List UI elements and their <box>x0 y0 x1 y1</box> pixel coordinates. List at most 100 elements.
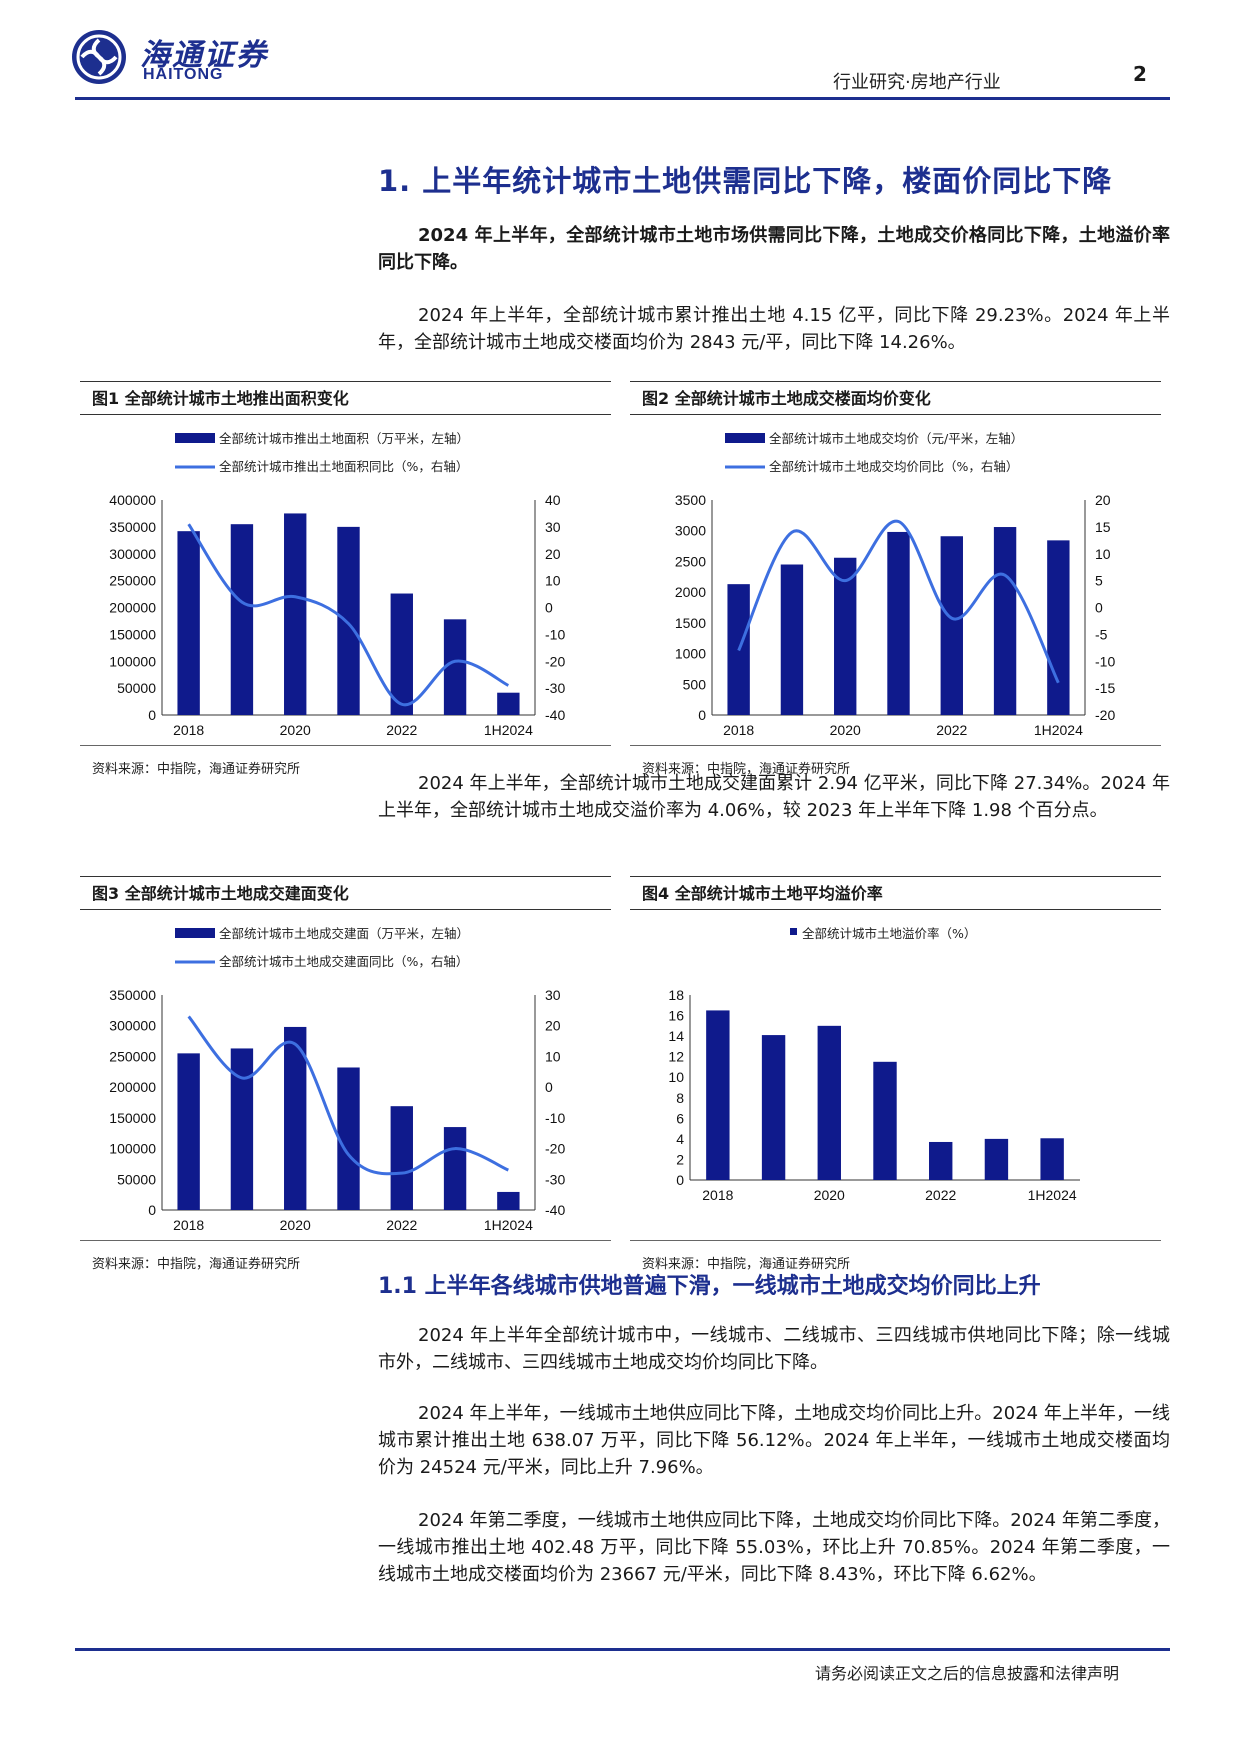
figure-1-title: 图1 全部统计城市土地推出面积变化 <box>80 381 611 415</box>
y-left-tick-label: 3500 <box>675 492 706 508</box>
y-right-tick-label: -40 <box>545 1202 565 1218</box>
y-left-tick-label: 400000 <box>109 492 156 508</box>
x-tick-label: 2022 <box>386 722 417 738</box>
section-1-1-para-2: 2024 年上半年，一线城市土地供应同比下降，土地成交均价同比上升。2024 年… <box>378 1403 1170 1478</box>
legend-bar-swatch <box>725 433 765 443</box>
y-left-tick-label: 14 <box>668 1028 684 1044</box>
bar <box>940 536 963 715</box>
bar <box>390 593 413 715</box>
section-1-1-para-1: 2024 年上半年全部统计城市中，一线城市、二线城市、三四线城市供地同比下降；除… <box>378 1325 1170 1373</box>
bar <box>497 692 520 715</box>
figure-4: 图4 全部统计城市土地平均溢价率 0 2 4 6 8 10 12 14 16 18 2018 2020… <box>630 876 1161 1272</box>
y-right-tick-label: 0 <box>545 600 553 616</box>
section-1-summary: 2024 年上半年，全部统计城市土地市场供需同比下降，土地成交价格同比下降，土地… <box>378 225 1170 273</box>
bar <box>761 1035 786 1180</box>
legend-bar-swatch <box>175 433 215 443</box>
bar <box>1040 1138 1064 1180</box>
y-right-tick-label: -20 <box>545 653 565 669</box>
bar <box>337 1067 360 1210</box>
x-tick-label: 2020 <box>280 722 311 738</box>
y-right-tick-label: 0 <box>1095 600 1103 616</box>
logo-text-cn: 海通证券 <box>140 38 268 73</box>
legend-bar-swatch <box>790 928 797 935</box>
y-left-tick-label: 1500 <box>675 615 706 631</box>
y-left-tick-label: 250000 <box>109 1048 156 1064</box>
figure-4-title: 图4 全部统计城市土地平均溢价率 <box>630 876 1161 910</box>
bar <box>497 1191 520 1210</box>
y-left-tick-label: 10 <box>668 1069 684 1085</box>
figure-1: 图1 全部统计城市土地推出面积变化 0 50000 100000 150000 2000… <box>80 381 611 777</box>
y-left-tick-label: 0 <box>148 1202 156 1218</box>
x-tick-label: 2018 <box>723 722 754 738</box>
footer-disclaimer: 请务必阅读正文之后的信息披露和法律声明 <box>815 1664 1120 1683</box>
y-left-tick-label: 12 <box>668 1049 684 1065</box>
legend-label: 全部统计城市土地成交均价同比（%，右轴） <box>769 459 1018 474</box>
figure-2-title: 图2 全部统计城市土地成交楼面均价变化 <box>630 381 1161 415</box>
bar <box>443 619 467 715</box>
section-1-heading: 1. 上半年统计城市土地供需同比下降，楼面价同比下降 <box>378 164 1113 198</box>
x-tick-label: 2020 <box>814 1187 845 1203</box>
header-section-label: 行业研究·房地产行业 <box>833 72 1001 93</box>
y-left-tick-label: 250000 <box>109 573 156 589</box>
bar <box>993 527 1017 715</box>
y-left-tick-label: 350000 <box>109 987 156 1003</box>
bar <box>337 526 360 715</box>
legend-label: 全部统计城市土地成交均价（元/平米，左轴） <box>769 431 1023 446</box>
y-left-tick-label: 200000 <box>109 600 156 616</box>
x-tick-label: 2018 <box>702 1187 733 1203</box>
x-tick-label: 1H2024 <box>1028 1187 1077 1203</box>
y-left-tick-label: 200000 <box>109 1079 156 1095</box>
bar <box>1047 540 1070 715</box>
section-1-para-1: 2024 年上半年，全部统计城市累计推出土地 4.15 亿平，同比下降 29.2… <box>378 305 1170 353</box>
y-right-tick-label: -10 <box>545 626 565 642</box>
bar <box>177 1053 200 1210</box>
y-right-tick-label: 30 <box>545 987 561 1003</box>
y-left-tick-label: 0 <box>676 1172 684 1188</box>
section-1-para-2: 2024 年上半年，全部统计城市土地成交建面累计 2.94 亿平米，同比下降 2… <box>378 773 1170 821</box>
y-right-tick-label: 20 <box>1095 492 1111 508</box>
bar <box>817 1025 841 1180</box>
y-right-tick-label: 10 <box>1095 546 1111 562</box>
page-number: 2 <box>1133 62 1147 86</box>
figure-2: 图2 全部统计城市土地成交楼面均价变化 0 500 1000 1500 2000 2500… <box>630 381 1161 777</box>
x-tick-label: 2018 <box>173 722 204 738</box>
y-left-tick-label: 3000 <box>675 523 706 539</box>
figure-3-chart: 0 50000 100000 150000 200000 250000 300000 3500… <box>80 910 611 1241</box>
haitong-logo-icon <box>72 30 126 84</box>
y-left-tick-label: 2 <box>676 1151 684 1167</box>
y-left-tick-label: 0 <box>148 707 156 723</box>
y-left-tick-label: 2000 <box>675 584 706 600</box>
y-right-tick-label: 20 <box>545 546 561 562</box>
y-right-tick-label: -5 <box>1095 626 1108 642</box>
x-tick-label: 2022 <box>386 1217 417 1233</box>
bar <box>780 564 804 715</box>
y-right-tick-label: 10 <box>545 1048 561 1064</box>
legend-label: 全部统计城市推出土地面积（万平米，左轴） <box>219 431 469 446</box>
y-left-tick-label: 350000 <box>109 519 156 535</box>
y-right-tick-label: 10 <box>545 573 561 589</box>
bar <box>230 524 254 715</box>
legend-label: 全部统计城市推出土地面积同比（%，右轴） <box>219 459 468 474</box>
y-left-tick-label: 150000 <box>109 626 156 642</box>
figure-3: 图3 全部统计城市土地成交建面变化 0 50000 100000 150000 2000… <box>80 876 611 1272</box>
x-tick-label: 2020 <box>830 722 861 738</box>
y-left-tick-label: 6 <box>676 1110 684 1126</box>
bar <box>443 1127 467 1210</box>
legend-bar-swatch <box>175 928 215 938</box>
legend-label: 全部统计城市土地成交建面同比（%，右轴） <box>219 954 468 969</box>
x-tick-label: 1H2024 <box>484 1217 533 1233</box>
header-rule <box>75 97 1170 100</box>
y-right-tick-label: 0 <box>545 1079 553 1095</box>
x-tick-label: 2022 <box>925 1187 956 1203</box>
y-left-tick-label: 100000 <box>109 653 156 669</box>
y-left-tick-label: 8 <box>676 1090 684 1106</box>
y-right-tick-label: 5 <box>1095 573 1103 589</box>
bar <box>929 1141 953 1180</box>
series-line <box>187 1015 509 1176</box>
figure-1-chart: 0 50000 100000 150000 200000 250000 300000 3500… <box>80 415 611 746</box>
bar <box>177 531 200 715</box>
bar <box>390 1106 413 1210</box>
y-right-tick-label: -10 <box>545 1110 565 1126</box>
y-right-tick-label: -30 <box>545 1171 565 1187</box>
y-right-tick-label: -15 <box>1095 680 1115 696</box>
